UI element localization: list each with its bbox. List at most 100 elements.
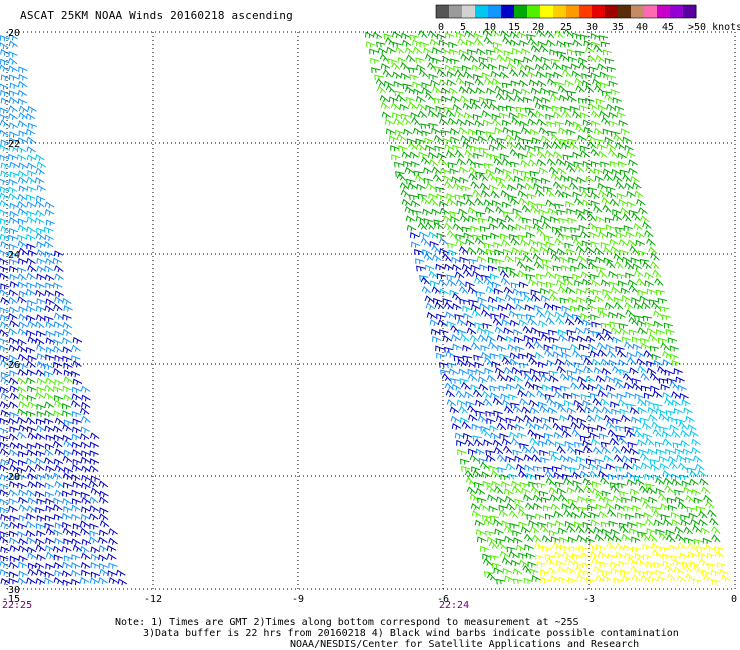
wind-barb (577, 506, 587, 513)
wind-barb (499, 433, 509, 440)
wind-barb (423, 47, 433, 55)
wind-barb (456, 158, 467, 166)
wind-barb (634, 269, 644, 277)
wind-barb (0, 218, 10, 225)
wind-barb (465, 320, 476, 328)
wind-barb (402, 83, 412, 90)
wind-barb (0, 354, 9, 362)
wind-barb (63, 369, 74, 377)
wind-barb (541, 534, 552, 543)
wind-barb (674, 526, 684, 534)
wind-barb (608, 311, 618, 319)
wind-barb (604, 375, 615, 383)
wind-barb (522, 325, 532, 334)
wind-barb (36, 568, 46, 576)
wind-barb (433, 134, 444, 143)
wind-barb (8, 112, 18, 121)
wind-barb (576, 573, 587, 581)
wind-barb (484, 367, 494, 375)
wind-barb (108, 562, 118, 569)
wind-barb (18, 400, 28, 408)
legend-swatch (501, 5, 515, 18)
wind-barb (598, 510, 608, 519)
wind-barb (455, 390, 465, 399)
wind-barb (447, 162, 458, 168)
wind-barb (545, 72, 555, 79)
wind-barb (472, 435, 483, 442)
wind-barb (0, 107, 9, 114)
longitude-label: -12 (144, 594, 162, 605)
wind-barb (538, 167, 549, 175)
wind-barb (439, 208, 450, 215)
wind-barb (627, 557, 638, 565)
wind-barb (71, 578, 81, 586)
wind-barb (584, 85, 595, 93)
wind-barb (590, 33, 601, 40)
wind-barb (26, 257, 36, 265)
wind-barb (89, 577, 100, 585)
wind-barb (528, 238, 539, 246)
wind-barb (571, 553, 582, 560)
wind-barb (0, 48, 10, 56)
wind-barb (63, 506, 73, 513)
wind-barb (556, 40, 566, 48)
wind-barb (600, 358, 611, 366)
wind-barb (702, 537, 712, 545)
wind-barb (26, 329, 36, 337)
wind-barb (446, 193, 456, 200)
wind-barb (424, 92, 435, 101)
wind-barb (621, 455, 632, 463)
wind-barb (618, 323, 629, 329)
wind-barb (567, 577, 577, 584)
wind-barb (420, 276, 430, 285)
wind-barb (392, 41, 402, 48)
wind-barb (622, 372, 633, 381)
wind-barb (545, 39, 556, 47)
wind-barb (567, 445, 577, 454)
wind-barb (532, 494, 543, 502)
wind-barb (554, 481, 565, 488)
wind-barb (496, 422, 507, 431)
wind-barb (45, 498, 55, 505)
wind-barb (62, 337, 72, 345)
wind-barb (573, 399, 583, 407)
wind-barb (35, 289, 45, 297)
wind-barb (602, 204, 612, 213)
wind-barb (72, 336, 83, 344)
wind-barb (598, 551, 608, 559)
wind-barb (610, 484, 620, 493)
wind-barb (511, 117, 521, 125)
wind-barb (98, 513, 109, 521)
wind-barb (0, 240, 10, 248)
wind-barb (642, 422, 652, 430)
wind-barb (62, 579, 72, 586)
wind-barb (617, 436, 628, 445)
wind-barb (502, 567, 513, 575)
wind-barb (71, 449, 82, 456)
wind-barb (518, 559, 529, 567)
wind-barb (485, 248, 496, 255)
wind-barb (72, 426, 82, 434)
wind-barb (9, 171, 19, 178)
wind-barb (448, 368, 459, 376)
wind-barb (53, 576, 64, 585)
wind-barb (474, 276, 484, 285)
wind-barb (61, 403, 72, 410)
wind-barb (510, 282, 521, 289)
wind-barb (493, 288, 504, 295)
wind-barb (606, 74, 617, 81)
wind-barb (583, 327, 594, 335)
wind-barb (669, 353, 679, 360)
wind-barb (600, 441, 611, 448)
wind-barb (595, 383, 606, 391)
wind-barb (509, 358, 519, 366)
wind-barb (597, 63, 607, 71)
wind-barb (612, 418, 622, 424)
wind-barb (580, 150, 590, 158)
wind-barb (481, 309, 491, 317)
wind-barb (496, 496, 506, 504)
wind-barb (639, 417, 650, 424)
wind-barb (653, 562, 663, 568)
wind-barb (612, 213, 623, 222)
wind-barb (599, 561, 609, 568)
